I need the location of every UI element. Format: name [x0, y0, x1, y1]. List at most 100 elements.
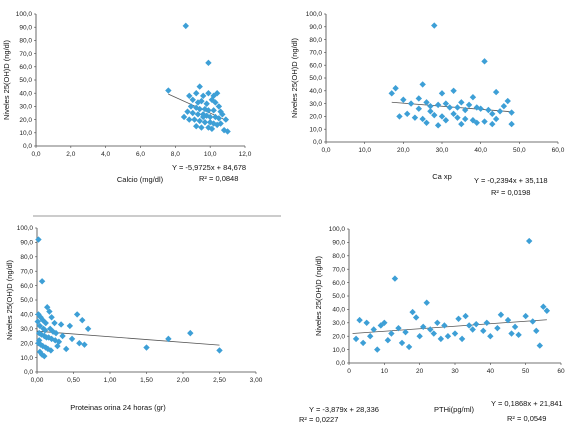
data-point — [454, 114, 461, 121]
y-tick-label: 50,0 — [19, 77, 32, 84]
data-point — [224, 128, 231, 135]
data-point — [423, 119, 430, 126]
x-tick-label: 1,50 — [140, 377, 153, 384]
data-point — [423, 299, 430, 306]
r-squared-label: R² = 0,0227 — [299, 415, 338, 424]
data-point — [38, 278, 46, 285]
data-point — [427, 102, 434, 110]
data-point — [430, 330, 437, 337]
data-point — [402, 328, 409, 336]
data-point — [504, 97, 511, 105]
data-point — [444, 333, 452, 340]
data-point — [203, 100, 210, 107]
y-tick-label: 70,0 — [309, 50, 322, 57]
data-point — [451, 330, 459, 337]
chart-calcio: 0,0 10,0 20,0 30,0 40,0 50,0 60,0 70,0 80,0 90,0 1… — [2, 11, 252, 184]
x-tick-label: 50,0 — [513, 147, 526, 154]
data-point — [38, 331, 45, 338]
r-squared-label: R² = 0,0198 — [491, 188, 530, 197]
data-point — [522, 312, 529, 320]
y-tick-label: 0,0 — [336, 360, 345, 367]
y-tick-label: 20,0 — [19, 117, 32, 124]
data-point — [79, 316, 86, 324]
x-tick-label: 50 — [522, 368, 530, 375]
data-point — [374, 346, 381, 353]
data-point — [42, 319, 49, 327]
data-point — [384, 337, 392, 344]
data-point — [213, 90, 221, 97]
trendline-equation: Y = -0,2394x + 35,118 — [474, 176, 548, 185]
data-point — [489, 120, 496, 128]
data-point — [431, 22, 438, 29]
data-point — [508, 109, 515, 116]
data-point — [205, 107, 212, 114]
data-point — [63, 345, 70, 353]
data-point — [215, 115, 223, 122]
y-tick-label: 50,0 — [20, 297, 33, 304]
data-point — [182, 22, 189, 30]
data-point — [481, 58, 488, 65]
y-tick-label: 100,0 — [306, 11, 323, 18]
x-tick-label: 10,0 — [204, 151, 217, 158]
data-point — [222, 116, 230, 123]
data-point — [193, 90, 200, 97]
data-point — [198, 97, 205, 105]
y-tick-label: 40,0 — [19, 90, 32, 97]
data-point — [44, 345, 52, 353]
y-tick-label: 10,0 — [20, 355, 33, 362]
data-point — [462, 115, 469, 123]
data-point — [477, 105, 484, 112]
data-point — [494, 324, 501, 332]
y-tick-label: 70,0 — [19, 51, 32, 58]
data-point — [515, 331, 522, 339]
data-point — [212, 99, 219, 106]
data-point — [48, 314, 55, 321]
data-point — [165, 87, 172, 94]
y-tick-label: 40,0 — [309, 88, 322, 95]
data-point — [187, 103, 195, 110]
data-point — [210, 120, 217, 127]
y-tick-label: 50,0 — [309, 75, 322, 82]
data-point — [469, 94, 477, 101]
data-point — [462, 106, 469, 114]
data-point — [540, 303, 547, 310]
data-point — [196, 83, 203, 90]
x-tick-label: 12,0 — [239, 151, 252, 158]
y-tick-label: 100,0 — [329, 226, 346, 233]
trend-line — [36, 330, 220, 346]
y-tick-label: 80,0 — [19, 38, 32, 45]
data-point — [189, 109, 196, 117]
data-point — [388, 90, 395, 97]
data-point — [411, 114, 419, 121]
data-point — [504, 316, 512, 324]
y-tick-label: 100,0 — [17, 225, 34, 232]
data-point — [216, 347, 223, 354]
data-point — [434, 101, 442, 109]
data-point — [508, 120, 515, 128]
data-point — [473, 320, 480, 328]
data-point — [52, 329, 60, 337]
data-point — [35, 236, 42, 243]
x-axis-title: PTHi(pg/ml) — [434, 405, 475, 414]
y-tick-label: 20,0 — [309, 114, 322, 121]
data-point — [35, 329, 43, 337]
y-tick-label: 90,0 — [19, 24, 32, 31]
data-point — [420, 323, 427, 331]
trendline-equation: Y = -5,9725x + 84,678 — [172, 163, 246, 172]
y-tick-label: 10,0 — [19, 130, 32, 137]
r-squared-label: R² = 0,0848 — [199, 174, 238, 183]
data-point — [165, 335, 172, 343]
y-tick-label: 60,0 — [309, 62, 322, 69]
x-tick-label: 20,0 — [397, 147, 410, 154]
x-tick-label: 2,00 — [177, 377, 190, 384]
data-point — [46, 308, 53, 315]
y-tick-label: 30,0 — [309, 101, 322, 108]
data-point — [41, 332, 48, 340]
y-tick-label: 80,0 — [20, 254, 33, 261]
data-point — [526, 237, 533, 245]
x-axis-title: Calcio (mg/dl) — [117, 175, 164, 184]
data-point — [454, 104, 461, 111]
data-point — [194, 111, 202, 118]
data-point — [395, 324, 402, 332]
y-tick-label: 50,0 — [332, 293, 345, 300]
